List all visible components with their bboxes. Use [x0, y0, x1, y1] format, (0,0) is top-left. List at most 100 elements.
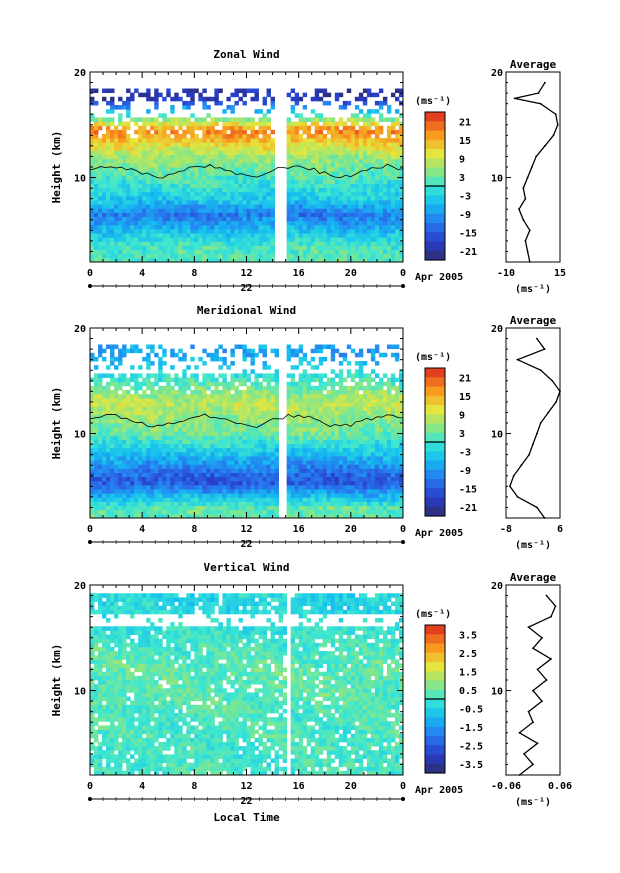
heatmap-cell [226, 493, 231, 498]
heatmap-cell [154, 233, 159, 238]
heatmap-cell [358, 224, 364, 230]
heatmap-cell [350, 146, 356, 151]
heatmap-cell [186, 497, 191, 502]
heatmap-cell [382, 138, 388, 143]
heatmap-cell [318, 501, 324, 507]
heatmap-cell [186, 212, 191, 217]
heatmap-cell [234, 175, 239, 180]
heatmap-cell [294, 513, 300, 519]
heatmap-cell [214, 224, 219, 230]
heatmap-cell [318, 216, 324, 222]
heatmap-cell [390, 204, 396, 209]
heatmap-cell [126, 501, 131, 507]
heatmap-cell [366, 133, 372, 139]
heatmap-cell [98, 117, 103, 122]
heatmap-cell [202, 241, 207, 246]
heatmap-cell [262, 150, 267, 156]
heatmap-cell [102, 117, 107, 122]
heatmap-cell [358, 480, 364, 486]
heatmap-cell [186, 472, 191, 478]
heatmap-cell [370, 171, 376, 176]
heatmap-cell [262, 460, 267, 465]
heatmap-cell [206, 183, 211, 189]
heatmap-cell [130, 501, 135, 507]
heatmap-cell [318, 439, 324, 445]
heatmap-cell [226, 228, 231, 234]
heatmap-cell [294, 171, 300, 176]
heatmap-cell [218, 158, 223, 164]
heatmap-cell [234, 117, 239, 122]
heatmap-cell [102, 171, 107, 176]
heatmap-cell [146, 497, 151, 502]
heatmap-cell [346, 200, 352, 205]
heatmap-cell [322, 447, 328, 453]
heatmap-cell [298, 464, 304, 469]
heatmap-cell [354, 241, 360, 246]
heatmap-cell [146, 257, 151, 263]
heatmap-cell [130, 179, 135, 184]
average-profile-point [552, 134, 555, 137]
heatmap-cell [238, 439, 243, 445]
heatmap-cell [334, 468, 340, 473]
average-profile-point [528, 261, 531, 263]
heatmap-cell [302, 427, 308, 432]
heatmap-cell [394, 171, 400, 176]
heatmap-cell [342, 249, 348, 255]
heatmap-cell [258, 117, 263, 122]
heatmap-cell [142, 509, 147, 515]
heatmap-cell [270, 146, 275, 151]
heatmap-cell [334, 154, 340, 160]
heatmap-cell [158, 253, 163, 259]
heatmap-cell [370, 216, 376, 222]
heatmap-cell [102, 133, 107, 139]
heatmap-cell [138, 154, 143, 160]
heatmap-cell [106, 100, 111, 106]
heatmap-cell [290, 464, 296, 469]
heatmap-cell [354, 423, 360, 428]
heatmap-cell [218, 208, 223, 213]
heatmap-cell [354, 105, 360, 110]
heatmap-cell [386, 480, 392, 486]
heatmap-cell [94, 249, 99, 255]
heatmap-cell [214, 187, 219, 193]
heatmap-cell [202, 204, 207, 209]
heatmap-cell [294, 154, 300, 160]
heatmap-cell [390, 414, 396, 420]
heatmap-cell [210, 468, 215, 473]
heatmap-cell [298, 220, 304, 226]
heatmap-cell [182, 476, 187, 482]
heatmap-cell [394, 505, 400, 511]
heatmap-cell [358, 92, 364, 98]
heatmap-cell [322, 249, 328, 255]
heatmap-cell [318, 212, 324, 217]
heatmap-cell [262, 191, 267, 197]
heatmap-cell [170, 183, 175, 189]
heatmap-cell [378, 187, 384, 193]
heatmap-cell [254, 472, 259, 478]
heatmap-cell [250, 513, 255, 519]
average-profile-point [528, 229, 531, 232]
heatmap-cell [154, 96, 159, 102]
heatmap-cell [146, 133, 151, 139]
heatmap-cell [294, 125, 300, 131]
heatmap-cell [366, 138, 372, 143]
heatmap-cell [390, 468, 396, 473]
heatmap-cell [354, 200, 360, 205]
heatmap-cell [134, 129, 139, 135]
heatmap-cell [194, 117, 199, 122]
heatmap-cell [222, 187, 227, 193]
heatmap-cell [314, 480, 320, 486]
heatmap-cell [370, 187, 376, 193]
heatmap-cell [254, 480, 259, 486]
heatmap-cell [338, 501, 344, 507]
heatmap-cell [174, 480, 179, 486]
heatmap-cell [318, 489, 324, 494]
heatmap-cell [330, 179, 336, 184]
heatmap-cell [230, 138, 235, 143]
heatmap-cell [98, 208, 103, 213]
heatmap-cell [314, 125, 320, 131]
heatmap-cell [226, 179, 231, 184]
heatmap-cell [106, 109, 111, 114]
heatmap-cell [94, 505, 99, 511]
heatmap-cell [142, 216, 147, 222]
